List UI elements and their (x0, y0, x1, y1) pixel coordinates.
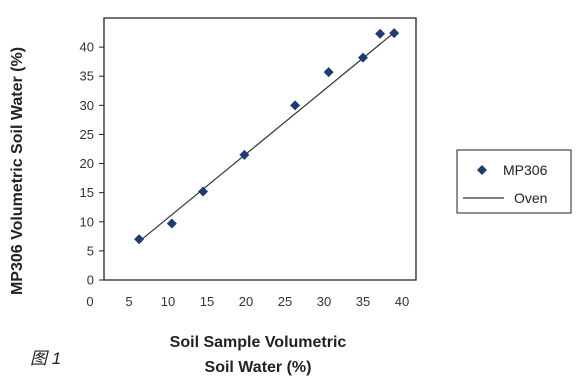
figure-label: 图 1 (30, 349, 61, 368)
y-tick-label: 35 (80, 69, 94, 84)
y-tick-label: 25 (80, 127, 94, 142)
x-tick-label: 15 (200, 294, 214, 309)
y-tick-label: 30 (80, 98, 94, 113)
mp306-point (239, 149, 250, 160)
axes-frame (103, 17, 417, 281)
legend-marker-mp306 (477, 165, 487, 175)
y-axis-ticks: 0 5 10 15 20 25 30 35 40 (80, 40, 104, 288)
legend-box (456, 149, 572, 214)
x-tick-label: 40 (395, 294, 409, 309)
legend-label-mp306: MP306 (503, 162, 548, 178)
y-tick-label: 20 (80, 156, 94, 171)
x-tick-label: 25 (278, 294, 292, 309)
y-axis-title: MP306 Volumetric Soil Water (%) (9, 47, 26, 295)
mp306-point (357, 52, 368, 63)
y-tick-label: 0 (87, 273, 94, 288)
plot-area (103, 17, 417, 281)
legend-label-oven: Oven (514, 190, 547, 206)
mp306-point (166, 218, 177, 229)
mp306-point (323, 67, 334, 78)
x-axis-title-line-1: Soil Sample Volumetric (170, 334, 347, 351)
x-tick-label: 5 (125, 294, 132, 309)
mp306-point (134, 234, 145, 245)
mp306-point (375, 28, 386, 39)
x-axis-title-line-2: Soil Water (%) (205, 359, 312, 376)
oven-fit-line (138, 31, 396, 243)
x-tick-label: 10 (161, 294, 175, 309)
x-tick-label: 0 (86, 294, 93, 309)
x-axis-ticks: 0 5 10 15 20 25 30 35 40 (86, 294, 409, 309)
y-tick-label: 40 (80, 40, 94, 55)
y-tick-label: 15 (80, 185, 94, 200)
x-tick-label: 35 (356, 294, 370, 309)
x-tick-label: 20 (239, 294, 253, 309)
series-layer (134, 28, 400, 245)
x-tick-label: 30 (317, 294, 331, 309)
mp306-point (290, 100, 301, 111)
mp306-point (389, 28, 400, 39)
mp306-point (198, 186, 209, 197)
y-tick-label: 10 (80, 214, 94, 229)
legend: MP306 Oven (456, 149, 572, 214)
y-tick-label: 5 (87, 243, 94, 258)
